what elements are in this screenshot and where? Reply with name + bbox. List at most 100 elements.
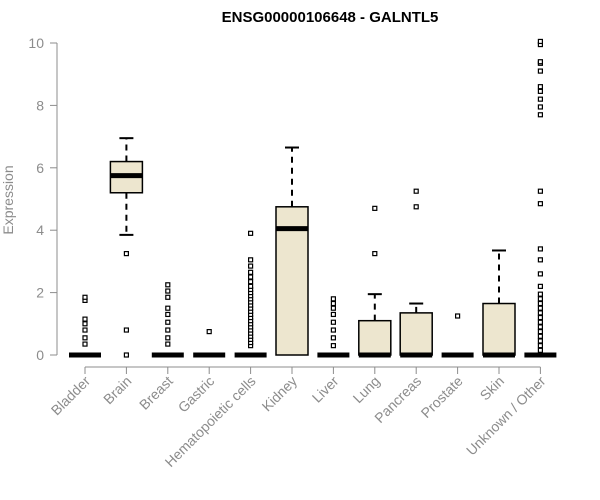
x-tick-label: Breast (136, 373, 176, 413)
outlier-point (123, 251, 130, 257)
box-brain (109, 137, 144, 358)
x-tick-label: Kidney (259, 373, 301, 415)
outlier-point (330, 296, 336, 302)
outlier-point (165, 282, 171, 288)
outlier-point (330, 300, 336, 307)
outlier-point (165, 319, 171, 325)
outlier-point (82, 316, 88, 322)
outlier-point (165, 311, 171, 318)
box-lung (358, 205, 392, 358)
box-kidney (275, 146, 309, 356)
box-skin (482, 249, 516, 358)
outlier-point (82, 341, 88, 347)
outlier-point (537, 296, 544, 302)
outlier-point (537, 68, 544, 74)
outlier-point (165, 294, 171, 300)
outlier-point (330, 319, 336, 325)
outlier-point (537, 96, 544, 102)
outlier-point (537, 329, 544, 335)
y-tick-label: 6 (36, 160, 44, 176)
box-breast (151, 282, 184, 358)
x-tick-label: Bladder (48, 373, 94, 419)
outlier-point (537, 88, 544, 94)
outlier-point (165, 305, 171, 311)
x-tick-label: Skin (477, 373, 508, 404)
outlier-point (123, 352, 130, 358)
outlier-point (82, 294, 88, 300)
outlier-point (537, 338, 544, 344)
outlier-point (248, 230, 254, 236)
box-unknown-other (524, 38, 557, 358)
box-iqr (399, 312, 433, 356)
outlier-point (537, 112, 544, 118)
box-prostate (441, 313, 474, 358)
outlier-point (165, 341, 171, 347)
outlier-point (537, 38, 544, 45)
outlier-point (537, 324, 544, 330)
outlier-point (330, 335, 336, 341)
outlier-point (537, 201, 544, 207)
outlier-point (413, 204, 419, 210)
outlier-point (537, 333, 544, 339)
outlier-point (537, 305, 544, 311)
box-hematopoietic-cells (234, 230, 267, 358)
outlier-point (537, 310, 544, 316)
y-tick-label: 2 (36, 285, 44, 301)
outlier-point (330, 311, 336, 318)
outlier-point (82, 321, 88, 327)
outlier-point (537, 283, 544, 289)
x-tick-label: Lung (350, 373, 383, 406)
x-tick-label: Brain (100, 373, 134, 407)
outlier-point (537, 246, 544, 252)
outlier-point (537, 319, 544, 325)
outlier-point (248, 283, 254, 289)
outlier-point (330, 343, 336, 349)
outlier-point (537, 343, 544, 349)
box-liver (317, 296, 350, 358)
outlier-point (537, 291, 544, 297)
outlier-point (537, 314, 544, 321)
box-iqr (275, 206, 309, 356)
y-tick-label: 0 (36, 347, 44, 363)
box-pancreas (399, 188, 433, 358)
outlier-point (248, 263, 254, 269)
outlier-point (330, 327, 336, 333)
x-tick-label: Liver (309, 373, 342, 406)
outlier-point (82, 335, 88, 341)
x-tick-label: Unknown / Other (463, 373, 549, 459)
outlier-point (537, 347, 544, 353)
outlier-point (330, 305, 336, 311)
boxes (69, 38, 557, 358)
outlier-point (537, 104, 544, 110)
y-tick-label: 8 (36, 97, 44, 113)
outlier-point (537, 271, 544, 277)
outlier-point (206, 329, 212, 335)
outlier-point (248, 274, 254, 280)
outlier-point (248, 257, 254, 263)
outlier-point (537, 188, 544, 194)
outlier-point (82, 327, 88, 333)
outlier-point (413, 188, 419, 194)
outlier-point (537, 59, 544, 65)
outlier-point (537, 300, 544, 307)
outlier-point (248, 279, 254, 285)
chart-title: ENSG00000106648 - GALNTL5 (222, 9, 439, 26)
x-tick-label: Prostate (418, 373, 466, 421)
box-gastric (193, 329, 226, 358)
outlier-point (537, 257, 544, 263)
box-bladder (69, 294, 101, 358)
box-iqr (358, 319, 392, 356)
outlier-point (165, 327, 171, 333)
outlier-point (372, 251, 378, 257)
y-tick-label: 4 (36, 222, 44, 238)
outlier-point (123, 327, 130, 333)
outlier-point (165, 288, 171, 294)
y-axis-label: Expression (0, 165, 16, 234)
outlier-point (537, 84, 544, 90)
outlier-point (248, 269, 254, 275)
outlier-point (455, 313, 461, 319)
outlier-point (372, 205, 378, 211)
outlier-point (165, 335, 171, 341)
